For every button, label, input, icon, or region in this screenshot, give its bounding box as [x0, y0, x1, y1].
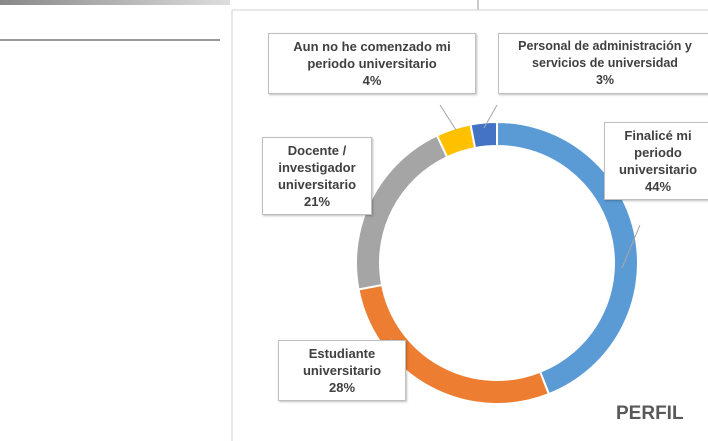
chart-title: PERFIL — [616, 403, 684, 424]
donut-slice — [469, 120, 498, 150]
toolbar-edge — [0, 0, 230, 5]
data-label: Aun no he comenzado mi periodo universit… — [268, 33, 476, 94]
data-label: Estudiante universitario 28% — [278, 340, 406, 401]
data-label: Finalicé mi periodo universitario 44% — [604, 122, 708, 200]
data-label: Personal de administración y servicios d… — [498, 33, 708, 94]
data-label: Docente / investigador universitario 21% — [262, 137, 372, 215]
